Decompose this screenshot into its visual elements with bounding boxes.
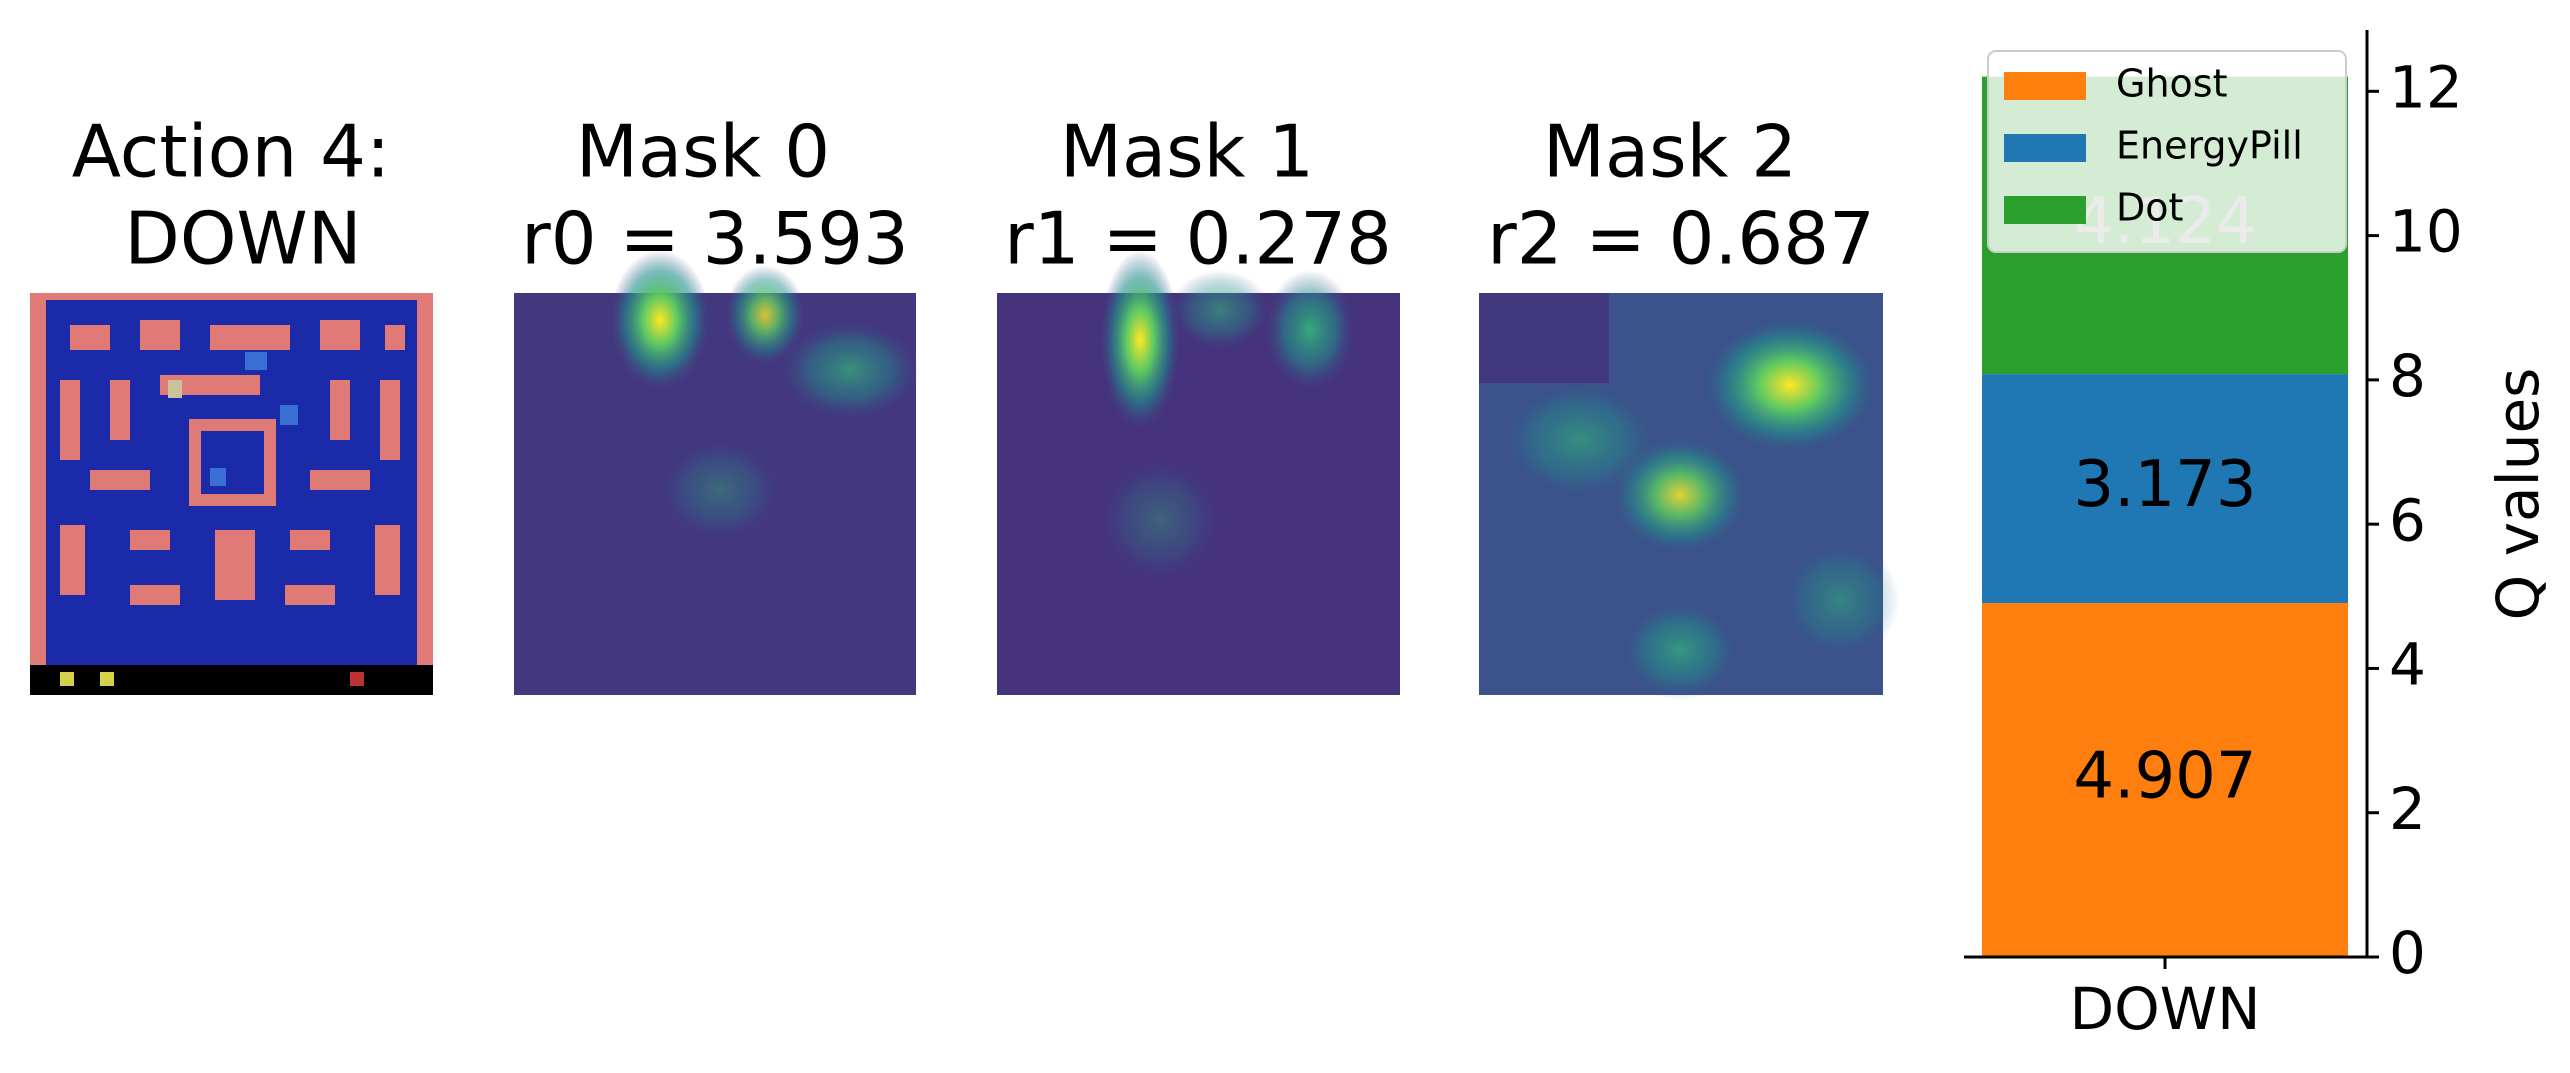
y-tick-label: 4 <box>2389 631 2426 699</box>
value-label: 3.173 <box>2073 448 2256 522</box>
panel-title: DOWN <box>124 197 361 281</box>
bar-segment <box>1982 374 2348 604</box>
y-tick-label: 8 <box>2389 342 2426 410</box>
game-frame <box>30 293 433 695</box>
bar-segment <box>1982 603 2348 957</box>
y-tick-label: 2 <box>2389 775 2426 843</box>
legend-swatch <box>2004 196 2086 224</box>
panel-title: r0 = 3.593 <box>521 197 909 281</box>
legend-label: Dot <box>2116 186 2183 230</box>
y-tick-label: 12 <box>2389 53 2463 121</box>
panel-title: r2 = 0.687 <box>1487 197 1875 281</box>
panel-title: Mask 2 <box>1543 110 1797 194</box>
panel-title: r1 = 0.278 <box>1004 197 1392 281</box>
y-tick-label: 6 <box>2389 486 2426 554</box>
legend-swatch <box>2004 134 2086 162</box>
y-tick-label: 0 <box>2389 919 2426 987</box>
y-axis-label: Q values <box>2484 368 2552 621</box>
heatmap-mask-1 <box>997 250 1400 695</box>
panel-title: Action 4: <box>72 110 390 194</box>
legend-swatch <box>2004 72 2086 100</box>
y-tick-label: 10 <box>2389 198 2463 266</box>
panel-title: Mask 0 <box>576 110 830 194</box>
legend-label: EnergyPill <box>2116 124 2303 168</box>
heatmap-mask-2 <box>1479 293 1900 700</box>
heatmap-mask-0 <box>514 250 920 695</box>
legend-label: Ghost <box>2116 62 2227 106</box>
value-label: 4.907 <box>2073 740 2256 814</box>
x-tick-label: DOWN <box>2069 975 2260 1043</box>
panel-title: Mask 1 <box>1060 110 1314 194</box>
